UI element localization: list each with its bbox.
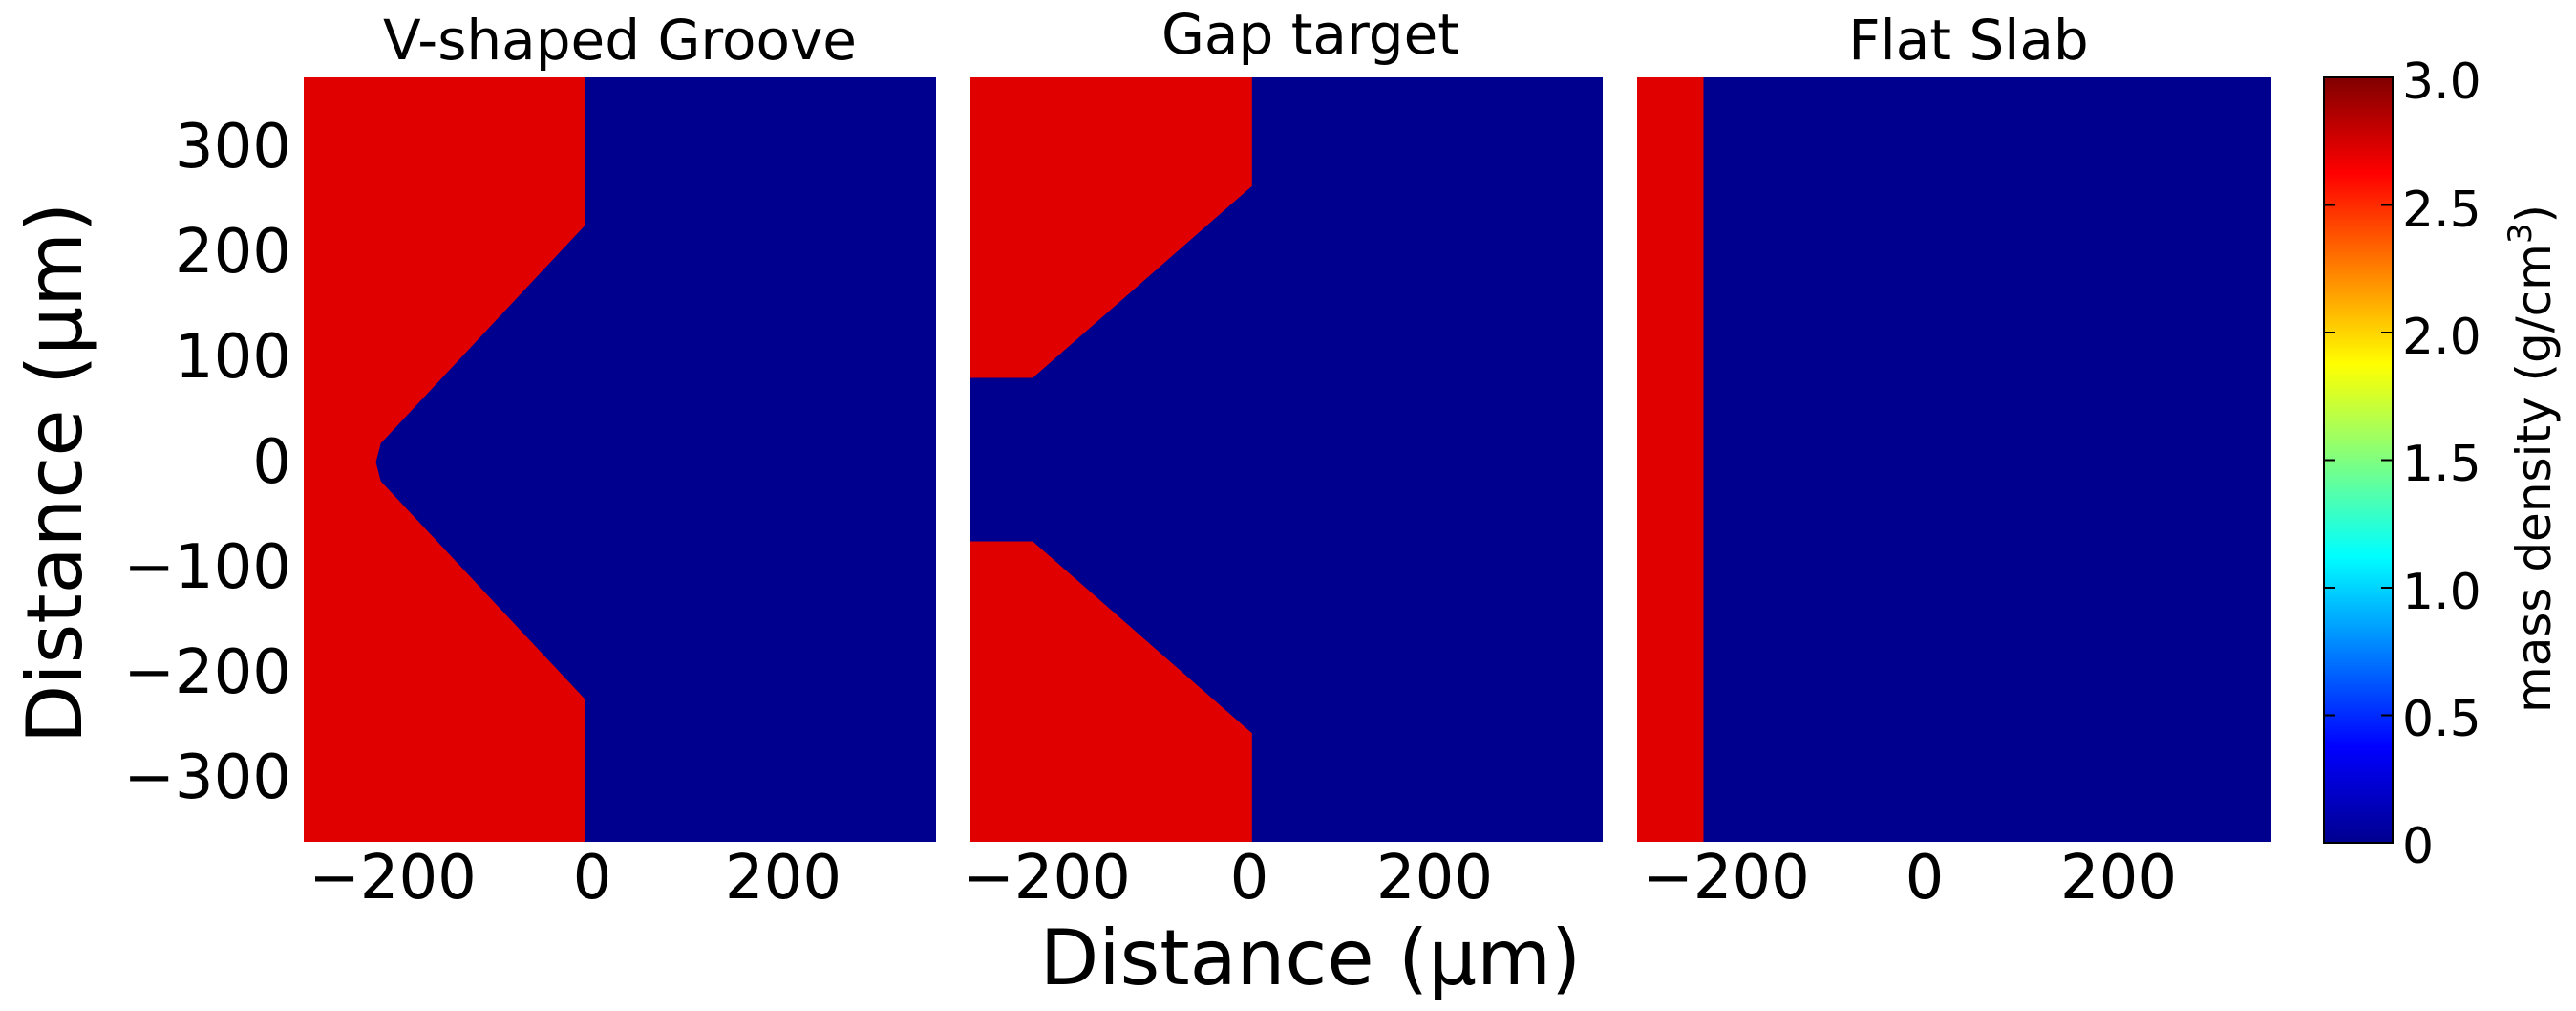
cbtick-2-5: 2.5 [2402,182,2481,239]
cbtick-0: 0 [2402,818,2434,875]
cbtick-1-5: 1.5 [2402,436,2481,493]
panel-flat-xtick-200: 200 [2060,843,2177,914]
ytick-200: 200 [175,217,291,288]
ytick-neg100: −100 [123,532,291,603]
cbtick-3-0: 3.0 [2402,54,2481,111]
panel-flat-target-region [1637,77,1704,842]
y-axis-label: Distance (μm) [11,203,99,743]
panel-gap-target-upper-region [970,77,1252,378]
panel-gap-xtick-neg200: −200 [963,843,1131,914]
panel-flat-xtick-neg200: −200 [1642,843,1810,914]
panel-flat-title: Flat Slab [1848,8,2088,73]
panel-gap-target: Gap target −200 0 200 [963,2,1603,914]
panel-v-groove-target-region [304,77,585,842]
colorbar-label: mass density (g/cm3) [2501,204,2562,713]
panel-gap-xtick-200: 200 [1376,843,1493,914]
ytick-300: 300 [175,112,291,183]
cbtick-2-0: 2.0 [2402,309,2481,366]
ytick-100: 100 [175,322,291,393]
ytick-0: 0 [252,427,291,498]
ytick-neg200: −200 [123,637,291,708]
panel-v-groove-xtick-200: 200 [725,843,841,914]
x-axis-label: Distance (μm) [1040,914,1581,1002]
panel-gap-target-lower-region [970,541,1252,842]
panel-flat-slab: Flat Slab −200 0 200 [1637,8,2271,914]
panel-flat-xtick-0: 0 [1905,843,1945,914]
panel-flat-background [1637,77,2271,842]
cbtick-1-0: 1.0 [2402,564,2481,621]
ytick-neg300: −300 [123,742,291,813]
panel-v-groove: V-shaped Groove −200 0 200 300 200 100 0… [123,8,936,914]
panel-v-groove-xtick-0: 0 [573,843,612,914]
colorbar: 3.0 2.5 2.0 1.5 1.0 0.5 0 mass density (… [2323,54,2562,875]
panel-gap-title: Gap target [1161,2,1459,67]
panel-v-groove-title: V-shaped Groove [383,8,857,73]
panel-v-groove-xtick-neg200: −200 [309,843,477,914]
cbtick-0-5: 0.5 [2402,691,2481,748]
panel-gap-xtick-0: 0 [1230,843,1269,914]
